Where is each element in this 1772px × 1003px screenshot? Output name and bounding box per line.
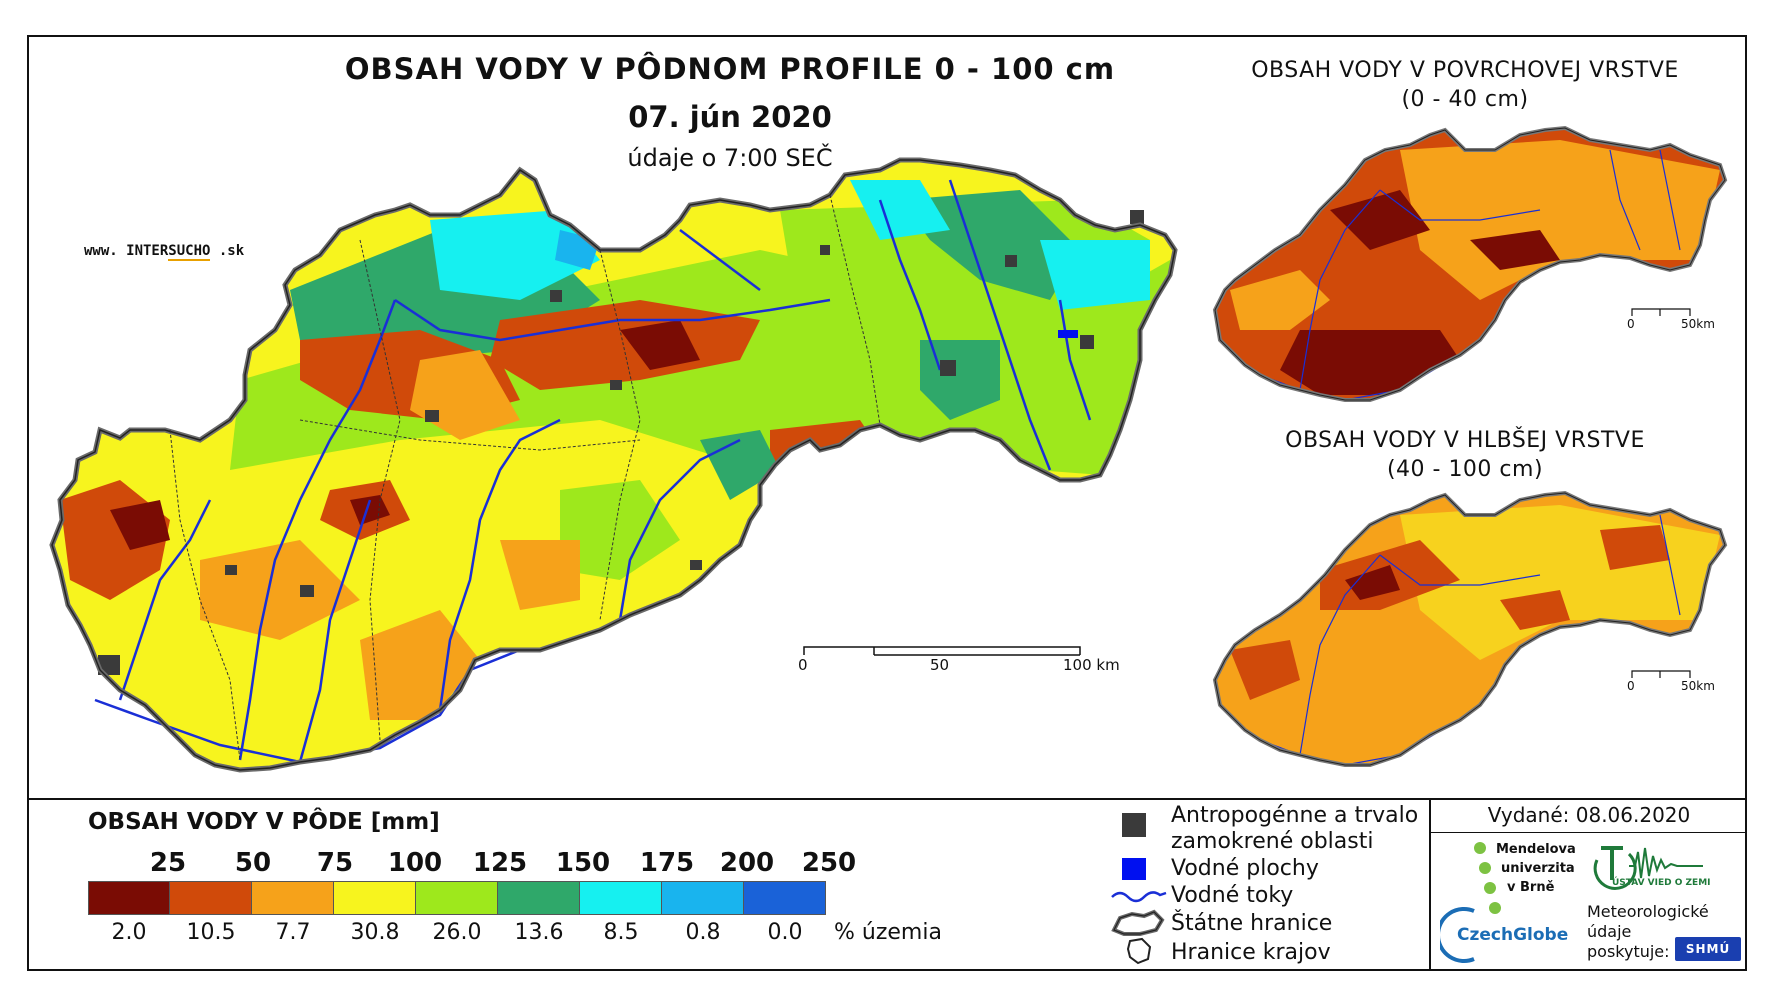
deep-inset-map (1215, 493, 1725, 765)
legend-threshold: 250 (801, 848, 857, 878)
legend-threshold: 200 (719, 848, 775, 878)
main-scale-mid: 50 (930, 656, 950, 674)
legend-threshold: 150 (555, 848, 611, 878)
main-urban-areas (98, 210, 1144, 675)
legend-pct: 8.5 (603, 920, 639, 945)
brand-mid: SUCHO (168, 243, 211, 261)
mendel-text-3: v Brně (1507, 880, 1555, 895)
urban-label-1: Antropogénne a trvalo (1171, 803, 1419, 828)
mendel-text-2: univerzita (1501, 861, 1575, 876)
map-title: OBSAH VODY V PÔDNOM PROFILE 0 - 100 cm (344, 52, 1116, 86)
main-scale-bar (803, 646, 1081, 656)
urban-label-2: zamokrené oblasti (1171, 829, 1374, 854)
legend-threshold: 25 (149, 848, 187, 878)
legend-pct: 7.7 (275, 920, 311, 945)
legend-swatch (580, 882, 662, 914)
legend-pct: 2.0 (111, 920, 147, 945)
mendel-logo-icon (1474, 842, 1501, 914)
legend-threshold: 100 (387, 848, 443, 878)
ustav-text: ÚSTAV VIED O ZEMI (1612, 878, 1711, 888)
legend-pct: 0.8 (685, 920, 721, 945)
mendel-text-1: Mendelova (1496, 842, 1576, 857)
shmu-text: SHMÚ (1685, 942, 1731, 956)
meteo-text-2: údaje (1587, 922, 1632, 941)
legend-swatch (744, 882, 826, 914)
deep-scale-end: 50km (1681, 679, 1715, 693)
state-border-label: Štátne hranice (1171, 911, 1333, 936)
shmu-logo-icon: SHMÚ (1675, 937, 1741, 961)
legend-pct: 26.0 (432, 920, 482, 945)
main-map (52, 160, 1175, 770)
map-date: 07. jún 2020 (628, 100, 832, 134)
legend-title: OBSAH VODY V PÔDE [mm] (88, 809, 440, 835)
legend-pct: 10.5 (186, 920, 236, 945)
surface-inset-subtitle: (0 - 40 cm) (1401, 87, 1529, 112)
main-scale-start: 0 (798, 656, 808, 674)
rivers-label: Vodné toky (1171, 883, 1294, 908)
map-frame (27, 35, 1747, 971)
surface-inset-map (1215, 128, 1725, 400)
legend-pct: 0.0 (767, 920, 803, 945)
state-border-icon (1111, 909, 1165, 936)
issued-date: Vydané: 08.06.2020 (1487, 803, 1691, 827)
czechglobe-text: CzechGlobe (1457, 925, 1569, 945)
surface-scale-end: 50km (1681, 317, 1715, 331)
deep-inset-title: OBSAH VODY V HLBŠEJ VRSTVE (1285, 428, 1645, 453)
urban-area-icon (1122, 813, 1146, 837)
region-border-label: Hranice krajov (1171, 940, 1331, 965)
legend-color-bar (88, 881, 826, 915)
issued-divider (1429, 798, 1431, 971)
surface-scale-start: 0 (1627, 317, 1635, 331)
legend-swatch (662, 882, 744, 914)
ustav-logo-icon (1593, 846, 1703, 890)
legend-swatch (170, 882, 252, 914)
legend-threshold: 50 (234, 848, 272, 878)
water-body-icon (1122, 858, 1146, 880)
legend-divider (27, 798, 1747, 800)
legend-threshold: 75 (316, 848, 354, 878)
region-border-icon (1126, 937, 1152, 965)
legend-pct: 30.8 (350, 920, 400, 945)
legend-swatch (252, 882, 334, 914)
deep-scale-start: 0 (1627, 679, 1635, 693)
deep-scale-bar (1631, 670, 1691, 678)
meteo-text-3: poskytuje: (1587, 942, 1670, 961)
legend-threshold: 175 (639, 848, 695, 878)
main-water-body (1058, 330, 1078, 338)
river-icon (1111, 891, 1167, 903)
map-time-note: údaje o 7:00 SEČ (627, 144, 833, 172)
czechglobe-logo-icon (1440, 907, 1475, 963)
water-bodies-label: Vodné plochy (1171, 856, 1319, 881)
legend-swatch (498, 882, 580, 914)
meteo-text-1: Meteorologické (1587, 902, 1709, 921)
deep-inset-subtitle: (40 - 100 cm) (1386, 457, 1544, 482)
legend-swatch (334, 882, 416, 914)
legend-pct-unit: % územia (834, 920, 942, 945)
main-region-borders (169, 194, 881, 761)
intersucho-link[interactable]: www. INTERSUCHO .sk (84, 243, 245, 261)
legend-threshold: 125 (472, 848, 528, 878)
brand-prefix: www. INTER (84, 243, 169, 259)
surface-inset-rivers (1259, 149, 1681, 401)
issued-underline (1431, 832, 1747, 833)
legend-swatch (88, 882, 170, 914)
brand-suffix: .sk (210, 243, 245, 259)
legend-pct: 13.6 (514, 920, 564, 945)
surface-scale-bar (1631, 308, 1691, 316)
legend-swatch (416, 882, 498, 914)
main-scale-end: 100 km (1063, 656, 1120, 674)
surface-inset-title: OBSAH VODY V POVRCHOVEJ VRSTVE (1251, 58, 1679, 83)
